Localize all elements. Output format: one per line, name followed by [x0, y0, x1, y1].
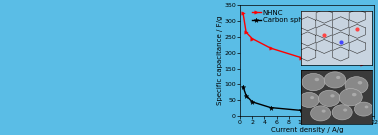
Circle shape	[355, 102, 373, 116]
Y-axis label: Specific capacitance / F/g: Specific capacitance / F/g	[217, 16, 223, 105]
Circle shape	[332, 105, 352, 120]
Legend: NHNC, Carbon sphere: NHNC, Carbon sphere	[252, 9, 314, 24]
NHNC	[335, 62, 340, 63]
Circle shape	[310, 96, 314, 99]
NHNC	[241, 13, 245, 14]
Circle shape	[345, 77, 368, 94]
Circle shape	[322, 110, 325, 113]
Carbon sphere	[241, 86, 245, 87]
NHNC	[299, 57, 303, 58]
Circle shape	[343, 109, 347, 112]
Carbon sphere	[244, 95, 248, 96]
Line: Carbon sphere: Carbon sphere	[241, 84, 364, 115]
NHNC	[311, 59, 316, 61]
Carbon sphere	[250, 101, 254, 103]
Circle shape	[365, 106, 369, 108]
Carbon sphere	[299, 110, 303, 111]
NHNC	[360, 63, 364, 65]
NHNC	[244, 31, 248, 33]
NHNC	[268, 47, 273, 49]
Circle shape	[318, 90, 340, 106]
Circle shape	[339, 89, 362, 106]
NHNC	[250, 38, 254, 39]
Circle shape	[358, 81, 362, 85]
Circle shape	[336, 76, 340, 79]
Carbon sphere	[360, 112, 364, 113]
X-axis label: Current density / A/g: Current density / A/g	[271, 127, 343, 133]
Circle shape	[352, 93, 356, 96]
Circle shape	[302, 73, 325, 91]
Circle shape	[314, 78, 319, 81]
Circle shape	[299, 92, 319, 107]
Circle shape	[324, 72, 346, 88]
Line: NHNC: NHNC	[241, 12, 364, 66]
Carbon sphere	[268, 107, 273, 108]
Circle shape	[311, 106, 331, 121]
Circle shape	[330, 94, 335, 97]
